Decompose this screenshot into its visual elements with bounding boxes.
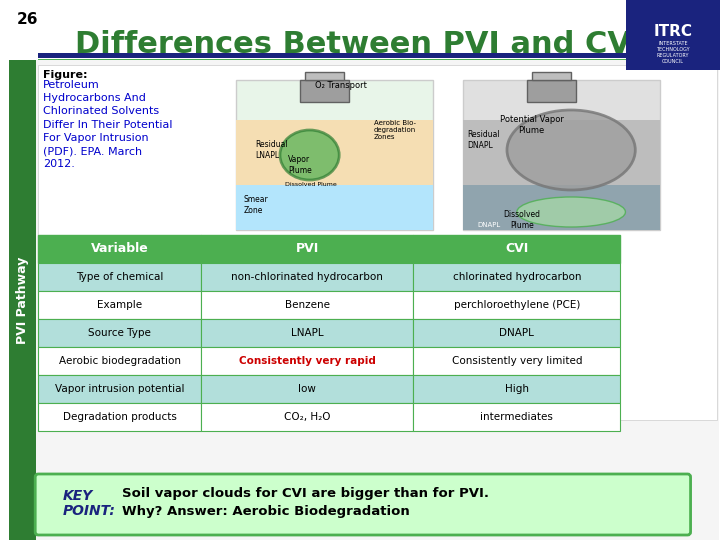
Text: CVI: CVI [505,242,528,255]
Text: Source Type: Source Type [88,328,151,338]
Text: intermediates: intermediates [480,412,553,422]
Text: KEY: KEY [63,489,93,503]
Bar [413,291,621,319]
FancyBboxPatch shape [622,0,720,73]
Bar [201,375,413,403]
Text: Consistently very rapid: Consistently very rapid [239,356,376,366]
Bar [413,235,621,263]
Text: Example: Example [97,300,142,310]
Bar [38,53,650,58]
Bar [527,80,576,102]
Bar [36,60,719,540]
Bar [38,291,201,319]
Bar [531,72,571,80]
Text: Potential Vapor
Plume: Potential Vapor Plume [500,116,564,134]
Text: INTERSTATE
TECHNOLOGY
REGULATORY
COUNCIL: INTERSTATE TECHNOLOGY REGULATORY COUNCIL [657,41,690,64]
Text: Petroleum
Hydrocarbons And
Chlorinated Solvents
Differ In Their Potential
For Va: Petroleum Hydrocarbons And Chlorinated S… [43,80,173,169]
Text: LNAPL: LNAPL [291,328,323,338]
Bar [462,120,660,230]
Bar [201,319,413,347]
Text: low: low [298,384,316,394]
Bar [9,60,36,540]
Text: perchloroethylene (PCE): perchloroethylene (PCE) [454,300,580,310]
Text: DNAPL: DNAPL [500,328,534,338]
Text: Differences Between PVI and CVI: Differences Between PVI and CVI [76,30,643,59]
Text: Residual
DNAPL: Residual DNAPL [467,130,500,150]
FancyBboxPatch shape [35,474,690,535]
Bar [38,263,201,291]
Text: Aerobic Bio-
degradation
Zones: Aerobic Bio- degradation Zones [374,120,416,140]
Text: CO₂, H₂O: CO₂, H₂O [284,412,330,422]
Text: Consistently very limited: Consistently very limited [451,356,582,366]
Text: Dissolved
Plume: Dissolved Plume [503,210,540,230]
Text: Aerobic biodegradation: Aerobic biodegradation [58,356,181,366]
Text: Why? Answer: Aerobic Biodegradation: Why? Answer: Aerobic Biodegradation [122,505,410,518]
Text: DNAPL: DNAPL [477,222,500,228]
Bar [201,403,413,431]
Bar [38,65,717,420]
Text: High: High [505,384,529,394]
Bar [413,263,621,291]
Bar [201,347,413,375]
Text: chlorinated hydrocarbon: chlorinated hydrocarbon [453,272,581,282]
Text: Degradation products: Degradation products [63,412,176,422]
Text: Residual
LNAPL: Residual LNAPL [256,140,288,160]
Text: Type of chemical: Type of chemical [76,272,163,282]
Bar [201,235,413,263]
Bar [235,120,433,230]
Bar [413,375,621,403]
Bar [235,80,433,230]
Text: Variable: Variable [91,242,148,255]
Bar [38,347,201,375]
Text: ITRC: ITRC [654,24,693,39]
Text: PVI: PVI [295,242,319,255]
Text: O₂ Transport: O₂ Transport [315,80,366,90]
Bar [413,347,621,375]
Text: POINT:: POINT: [63,504,116,518]
Bar [38,235,201,263]
Bar [38,403,201,431]
Bar [413,403,621,431]
Ellipse shape [517,197,626,227]
Bar [305,72,344,80]
Text: Dissolved Plume: Dissolved Plume [285,183,337,187]
Ellipse shape [507,110,635,190]
Bar [235,185,433,230]
Bar [413,319,621,347]
Text: Benzene: Benzene [284,300,330,310]
Text: Figure:: Figure: [43,70,88,80]
Text: Vapor intrusion potential: Vapor intrusion potential [55,384,184,394]
Text: 26: 26 [17,12,38,27]
Bar [38,375,201,403]
Text: Smear
Zone: Smear Zone [243,195,269,215]
Text: Vapor
Plume: Vapor Plume [288,156,312,175]
Text: Soil vapor clouds for CVI are bigger than for PVI.: Soil vapor clouds for CVI are bigger tha… [122,487,489,500]
Ellipse shape [280,130,339,180]
Bar [462,80,660,230]
Bar [201,263,413,291]
Text: PVI Pathway: PVI Pathway [16,256,29,343]
Bar [38,319,201,347]
Bar [300,80,349,102]
Bar [201,291,413,319]
Bar [462,185,660,230]
Bar [38,59,650,64]
Text: non-chlorinated hydrocarbon: non-chlorinated hydrocarbon [231,272,383,282]
